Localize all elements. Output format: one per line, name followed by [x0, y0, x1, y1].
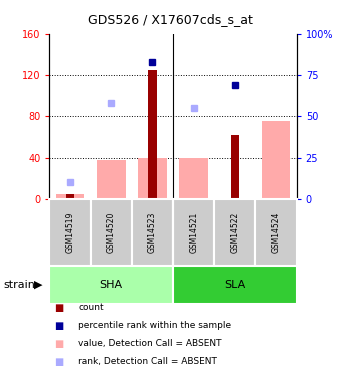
Bar	[132, 199, 173, 266]
Bar	[66, 194, 74, 199]
Bar	[255, 199, 297, 266]
Text: SHA: SHA	[100, 280, 123, 290]
Bar	[91, 199, 132, 266]
Text: GSM14520: GSM14520	[107, 212, 116, 253]
Text: GSM14522: GSM14522	[231, 212, 239, 253]
Text: ■: ■	[55, 357, 64, 366]
Text: strain: strain	[3, 280, 35, 290]
Text: ■: ■	[55, 303, 64, 312]
Text: percentile rank within the sample: percentile rank within the sample	[78, 321, 232, 330]
Text: ■: ■	[55, 339, 64, 348]
Bar	[179, 158, 208, 199]
Text: ▶: ▶	[34, 280, 43, 290]
Bar	[97, 160, 126, 199]
Bar	[262, 122, 291, 199]
Bar	[49, 266, 173, 304]
Text: count: count	[78, 303, 104, 312]
Bar	[49, 199, 91, 266]
Bar	[56, 194, 85, 199]
Text: SLA: SLA	[224, 280, 246, 290]
Bar	[138, 158, 167, 199]
Text: GSM14523: GSM14523	[148, 212, 157, 253]
Text: GSM14524: GSM14524	[271, 212, 281, 253]
Bar	[148, 70, 157, 199]
Bar	[173, 199, 214, 266]
Bar	[173, 266, 297, 304]
Text: GDS526 / X17607cds_s_at: GDS526 / X17607cds_s_at	[88, 13, 253, 26]
Text: GSM14521: GSM14521	[189, 212, 198, 253]
Text: GSM14519: GSM14519	[65, 212, 75, 253]
Bar	[214, 199, 255, 266]
Bar	[231, 135, 239, 199]
Text: value, Detection Call = ABSENT: value, Detection Call = ABSENT	[78, 339, 222, 348]
Text: ■: ■	[55, 321, 64, 330]
Text: rank, Detection Call = ABSENT: rank, Detection Call = ABSENT	[78, 357, 217, 366]
